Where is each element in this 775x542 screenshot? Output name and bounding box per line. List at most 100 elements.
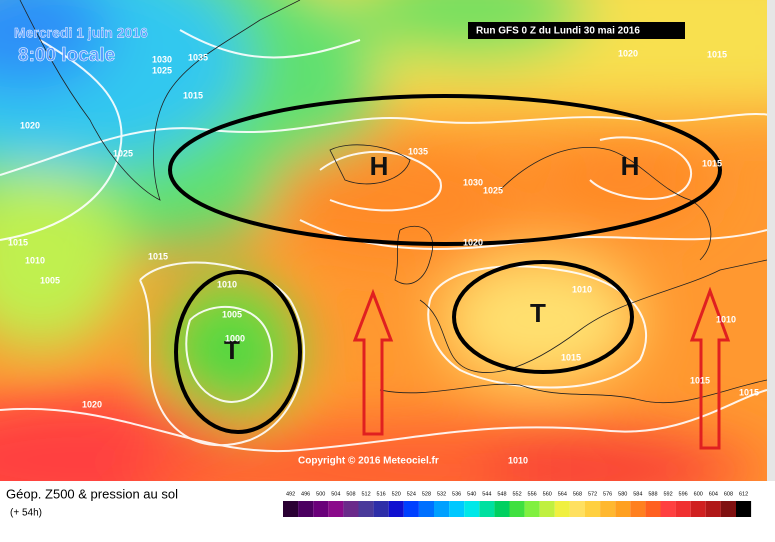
color-swatch (298, 501, 314, 517)
scale-label: 496 (301, 491, 310, 497)
color-swatch (569, 501, 585, 517)
color-swatch (736, 501, 752, 517)
isobar-label: 1025 (152, 65, 172, 75)
isobar-label: 1015 (702, 158, 722, 168)
scale-label: 548 (497, 491, 506, 497)
isobar-label: 1010 (716, 314, 736, 324)
color-swatch (313, 501, 329, 517)
pressure-center: H (621, 151, 640, 181)
color-swatch (403, 501, 419, 517)
color-swatch (615, 501, 631, 517)
scale-label: 544 (482, 491, 491, 497)
run-label: Run GFS 0 Z du Lundi 30 mai 2016 (476, 26, 640, 37)
scale-label: 504 (331, 491, 340, 497)
coastlines (19, 0, 767, 404)
scale-label: 564 (558, 491, 567, 497)
color-swatch (645, 501, 661, 517)
time: 8:00 locale (18, 45, 115, 66)
color-swatch (585, 501, 601, 517)
arrows (352, 286, 731, 450)
scale-label: 568 (573, 491, 582, 497)
isobar-label: 1005 (222, 309, 242, 319)
color-swatch (418, 501, 434, 517)
isobar-label: 1015 (183, 90, 203, 100)
color-swatch (358, 501, 374, 517)
color-swatch (554, 501, 570, 517)
isobar-label: 1000 (225, 333, 245, 343)
scale-label: 552 (512, 491, 521, 497)
scale-label: 608 (724, 491, 733, 497)
color-swatch (434, 501, 450, 517)
scale-label: 592 (663, 491, 672, 497)
color-swatch (660, 501, 676, 517)
pressure-center: T (224, 335, 240, 365)
isobar-label: 1015 (739, 387, 759, 397)
color-swatch (690, 501, 706, 517)
scale-label: 500 (316, 491, 325, 497)
copyright: Copyright © 2016 Meteociel.fr (298, 456, 439, 467)
scale-label: 540 (467, 491, 476, 497)
outlines (168, 94, 722, 434)
pressure-center: H (370, 151, 389, 181)
border (767, 0, 775, 481)
color-swatch (464, 501, 480, 517)
isobar-label: 1025 (113, 148, 133, 158)
isobar-label: 1010 (25, 255, 45, 265)
color-swatch (388, 501, 404, 517)
color-swatch (675, 501, 691, 517)
scale-label: 576 (603, 491, 612, 497)
map: H HTT103010251035101510201025101510101005… (0, 0, 767, 481)
isobar-label: 1020 (463, 237, 483, 247)
scale-label: 520 (392, 491, 401, 497)
scale-label: 596 (679, 491, 688, 497)
color-swatch (373, 501, 389, 517)
color-swatch (343, 501, 359, 517)
scale-label: 560 (543, 491, 552, 497)
color-swatch (720, 501, 736, 517)
scale-label: 604 (709, 491, 718, 497)
color-swatch (283, 501, 299, 517)
isobar-label: 1005 (40, 275, 60, 285)
scale-label: 508 (346, 491, 355, 497)
isobar-label: 1035 (408, 146, 428, 156)
pressure-center: T (530, 298, 546, 328)
isobar-label: 1015 (561, 352, 581, 362)
scale-label: 512 (361, 491, 370, 497)
isobar-label: 1015 (148, 251, 168, 261)
isobar-label: 1015 (707, 49, 727, 59)
color-swatch (524, 501, 540, 517)
isobar-label: 1020 (82, 399, 102, 409)
scale-label: 572 (588, 491, 597, 497)
scale-label: 588 (648, 491, 657, 497)
isobar-label: 1030 (463, 177, 483, 187)
color-swatch (494, 501, 510, 517)
legend-title: Géop. Z500 & pression au sol (6, 486, 178, 501)
scale-label: 600 (694, 491, 703, 497)
lead-time: (+ 54h) (10, 508, 42, 519)
scale-label: 580 (618, 491, 627, 497)
run-box (468, 22, 685, 39)
isobar-label: 1010 (217, 279, 237, 289)
isobar-label: 1010 (572, 284, 592, 294)
scale-label: 528 (422, 491, 431, 497)
date: Mercredi 1 juin 2016 (14, 25, 148, 41)
color-swatch (479, 501, 495, 517)
isobar-label: 1015 (690, 375, 710, 385)
color-swatch (449, 501, 465, 517)
color-swatch (705, 501, 721, 517)
isobar-label: 1020 (618, 48, 638, 58)
scale-label: 524 (407, 491, 416, 497)
scale-label: 584 (633, 491, 642, 497)
isobar-label: 1035 (188, 52, 208, 62)
scale-label: 516 (377, 491, 386, 497)
isobar-label: 1010 (508, 455, 528, 465)
color-swatch (630, 501, 646, 517)
color-swatch (539, 501, 555, 517)
scale-label: 536 (452, 491, 461, 497)
isobar-label: 1020 (20, 120, 40, 130)
scale-label: 492 (286, 491, 295, 497)
isobar-label: 1015 (8, 237, 28, 247)
isobar-label: 1030 (152, 54, 172, 64)
color-swatch (509, 501, 525, 517)
